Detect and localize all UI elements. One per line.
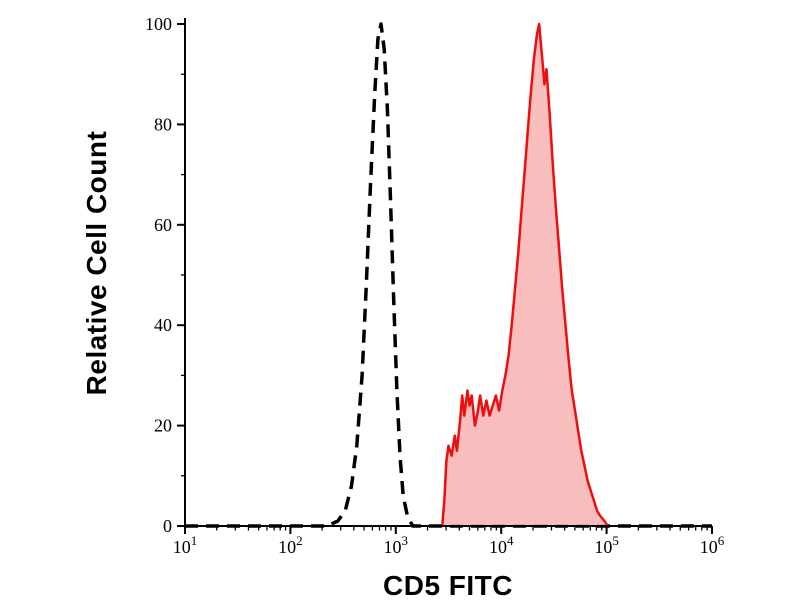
y-tick-label: 60: [154, 215, 172, 235]
y-tick-label: 40: [154, 315, 172, 335]
series-fill-stained-red: [442, 24, 608, 526]
y-ticks: 0 20 40 60 80 100: [145, 14, 185, 536]
x-tick-label: 102: [278, 533, 303, 557]
x-tick-label: 105: [594, 533, 619, 557]
y-tick-label: 20: [154, 416, 172, 436]
x-ticks: 101 102 103 104 105 106: [173, 526, 725, 557]
x-tick-label: 103: [384, 533, 409, 557]
x-tick-label: 104: [489, 533, 514, 557]
series-line-stained-red: [440, 22, 609, 527]
series-layer: [185, 22, 712, 528]
y-tick-label: 100: [145, 14, 172, 34]
y-tick-label: 0: [163, 516, 172, 536]
x-tick-label: 106: [700, 533, 725, 557]
x-axis-title: CD5 FITC: [383, 570, 513, 600]
axes: [184, 18, 712, 527]
y-axis-title: Relative Cell Count: [81, 130, 112, 396]
x-tick-label: 101: [173, 533, 198, 557]
series-line-control-dashed: [185, 22, 712, 528]
y-tick-label: 80: [154, 114, 172, 134]
